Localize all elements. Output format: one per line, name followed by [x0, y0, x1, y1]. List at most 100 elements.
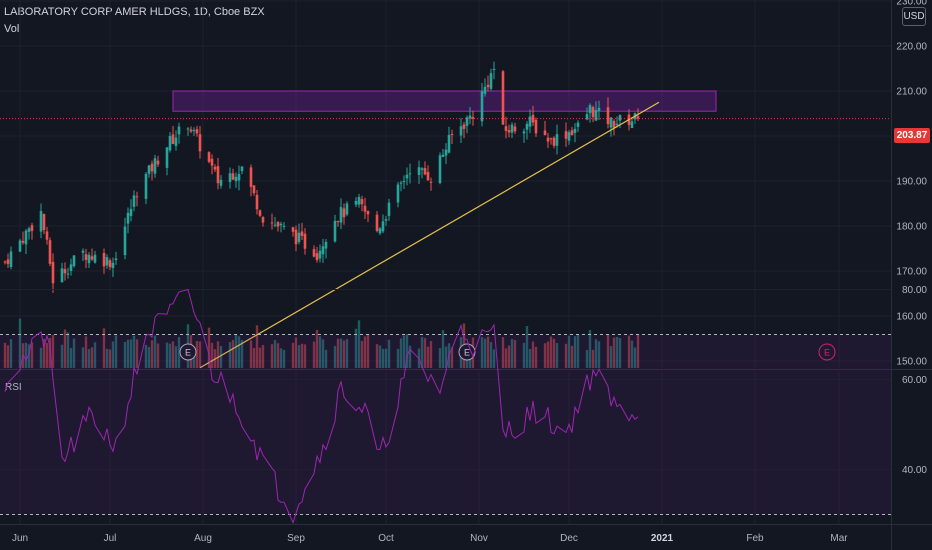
candle-body: [465, 117, 469, 126]
candle-body: [156, 160, 160, 165]
volume-bar: [597, 341, 601, 368]
volume-bar: [108, 349, 112, 368]
volume-bar: [564, 343, 568, 368]
volume-bar: [612, 337, 616, 368]
candle-body: [114, 258, 118, 260]
volume-bar: [168, 343, 172, 368]
volume-bar: [93, 342, 97, 368]
time-axis-label: Aug: [194, 533, 212, 544]
time-axis-label: Mar: [830, 533, 848, 544]
volume-bar: [87, 348, 91, 368]
candle-body: [321, 246, 325, 255]
volume-bar: [375, 344, 379, 368]
volume-bar: [510, 339, 514, 368]
candle-body: [417, 167, 421, 175]
candle-body: [192, 130, 196, 132]
volume-bar: [321, 339, 325, 368]
volume-bar: [444, 346, 448, 368]
volume-bar: [627, 335, 631, 368]
candle-body: [252, 185, 256, 194]
candle-body: [486, 84, 490, 88]
volume-bar: [594, 339, 598, 368]
volume-bar: [30, 342, 34, 368]
volume-bar: [3, 342, 7, 368]
volume-bar: [360, 340, 364, 368]
candle-body: [39, 211, 43, 232]
resistance-zone: [172, 90, 717, 112]
volume-bar: [573, 336, 577, 368]
candle-body: [573, 128, 577, 133]
candle-body: [636, 116, 640, 119]
volume-bar: [438, 348, 442, 368]
candle-body: [6, 259, 10, 264]
candle-body: [228, 173, 232, 182]
candle-body: [198, 134, 202, 152]
volume-bar: [630, 340, 634, 368]
volume-bar: [171, 341, 175, 368]
candle-body: [9, 251, 13, 267]
time-axis-label: Oct: [378, 533, 394, 544]
volume-bar: [300, 343, 304, 368]
candle-body: [339, 207, 343, 223]
volume-bar: [525, 326, 529, 368]
rsi-axis-label: 40.00: [902, 465, 927, 476]
volume-bar: [336, 338, 340, 368]
candle-body: [27, 228, 31, 232]
rsi-axis-label: 60.00: [902, 375, 927, 386]
price-axis-label: 170.00: [896, 267, 927, 278]
time-axis-label: Feb: [746, 533, 764, 544]
volume-bar: [318, 336, 322, 368]
candle-body: [270, 222, 274, 224]
volume-bar: [279, 348, 283, 368]
volume-bar: [396, 348, 400, 368]
volume-bar: [153, 335, 157, 368]
candle-body: [381, 221, 385, 232]
volume-bar: [255, 325, 259, 368]
candle-body: [171, 134, 175, 144]
candle-body: [450, 133, 454, 135]
volume-bar: [507, 345, 511, 368]
volume-bar: [441, 330, 445, 368]
candle-body: [375, 214, 379, 231]
candle-body: [525, 123, 529, 130]
candle-body: [249, 167, 253, 187]
candle-body: [378, 228, 382, 234]
candle-body: [312, 249, 316, 257]
candle-body: [462, 124, 466, 129]
candle-body: [444, 149, 448, 156]
volume-bar: [633, 347, 637, 368]
volume-bar: [552, 338, 556, 368]
candle-body: [522, 131, 526, 134]
candle-body: [177, 126, 181, 135]
volume-bar: [84, 336, 88, 368]
candle-body: [354, 200, 358, 205]
volume-bar: [24, 342, 28, 368]
candle-body: [195, 129, 199, 134]
candle-body: [234, 176, 238, 182]
volume-bar: [618, 337, 622, 368]
volume-bar: [588, 329, 592, 368]
candle-body: [483, 86, 487, 94]
volume-bar: [90, 347, 94, 368]
currency-button[interactable]: USD: [902, 7, 926, 26]
rsi-line: [4, 288, 639, 525]
volume-bar: [384, 348, 388, 368]
volume-bar: [354, 328, 358, 368]
candle-body: [105, 257, 109, 266]
volume-bar: [615, 336, 619, 368]
time-axis-label: Jul: [104, 533, 117, 544]
time-axis-border: [0, 524, 932, 525]
volume-bar: [150, 340, 154, 368]
candle-body: [231, 173, 235, 180]
volume-bar: [249, 340, 253, 368]
candle-body: [258, 210, 262, 216]
volume-bar: [198, 341, 202, 368]
volume-bar: [123, 341, 127, 368]
volume-bar: [504, 348, 508, 368]
candle-body: [333, 220, 337, 242]
price-axis-label: 180.00: [896, 222, 927, 233]
candle-body: [81, 250, 85, 253]
volume-bar: [291, 342, 295, 368]
candle-body: [384, 219, 388, 221]
